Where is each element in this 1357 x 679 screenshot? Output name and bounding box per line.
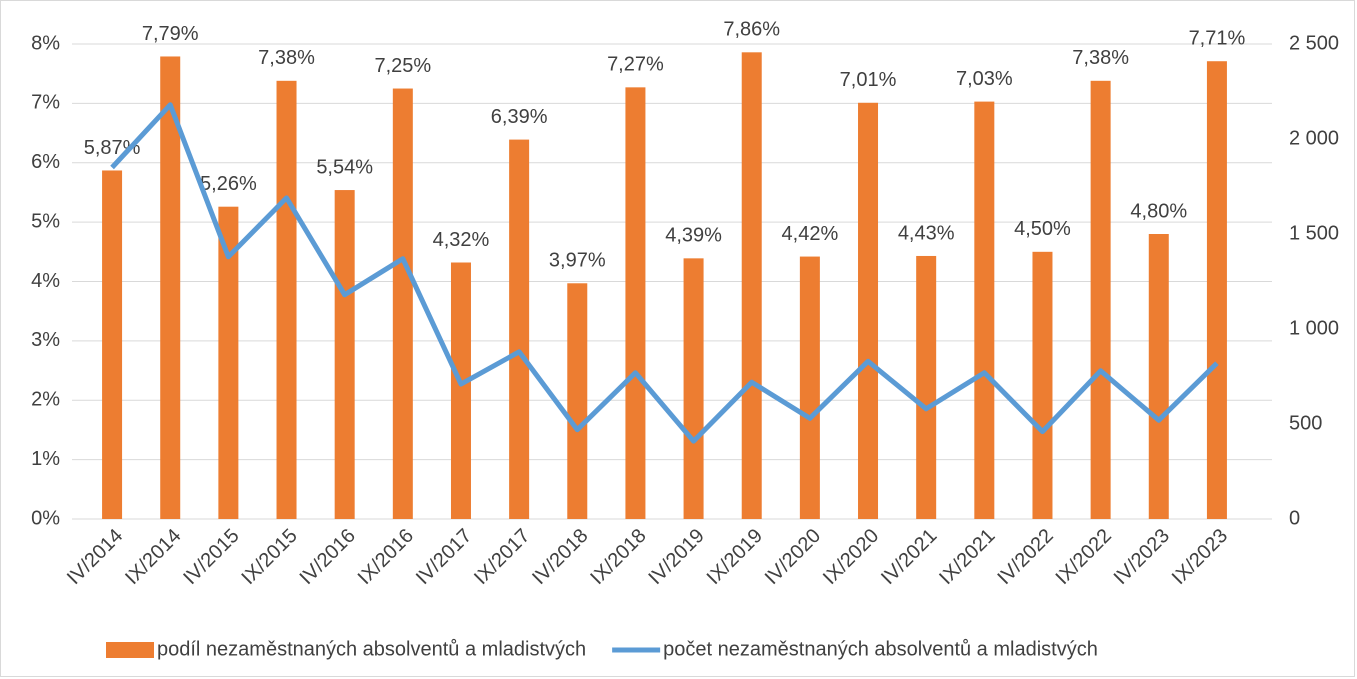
line bbox=[110, 102, 1219, 444]
bar bbox=[450, 262, 471, 519]
data-label: 7,38% bbox=[1072, 47, 1129, 69]
bar bbox=[567, 283, 588, 519]
bar bbox=[1032, 251, 1053, 519]
data-label: 7,71% bbox=[1189, 28, 1246, 50]
y-tick-label: 1% bbox=[31, 448, 60, 470]
data-label: 4,50% bbox=[1014, 218, 1071, 240]
bar bbox=[102, 170, 123, 519]
data-label: 6,39% bbox=[491, 106, 548, 128]
legend-swatch bbox=[106, 642, 154, 658]
y2-tick-label: 2 500 bbox=[1289, 32, 1339, 54]
y-tick-label: 7% bbox=[31, 92, 60, 114]
legend-label: počet nezaměstnaných absolventů a mladis… bbox=[663, 638, 1098, 660]
data-label: 4,42% bbox=[782, 223, 839, 245]
bar bbox=[1090, 80, 1111, 519]
y-tick-label: 0% bbox=[31, 507, 60, 529]
bar bbox=[683, 258, 704, 519]
y2-tick-label: 1 500 bbox=[1289, 222, 1339, 244]
y-tick-label: 2% bbox=[31, 389, 60, 411]
data-label: 7,03% bbox=[956, 68, 1013, 90]
bar bbox=[160, 56, 181, 519]
bar bbox=[276, 80, 297, 519]
y-tick-label: 6% bbox=[31, 151, 60, 173]
data-label: 7,27% bbox=[607, 54, 664, 76]
data-label: 5,54% bbox=[316, 156, 373, 178]
bar bbox=[1206, 61, 1227, 519]
legend-label: podíl nezaměstnaných absolventů a mladis… bbox=[157, 638, 586, 660]
y2-tick-label: 500 bbox=[1289, 412, 1322, 434]
data-label: 4,32% bbox=[433, 229, 490, 251]
y2-tick-label: 1 000 bbox=[1289, 317, 1339, 339]
bar bbox=[974, 101, 995, 519]
bar bbox=[334, 190, 355, 519]
bar bbox=[916, 255, 937, 519]
bar bbox=[858, 102, 879, 519]
y2-tick-label: 2 000 bbox=[1289, 127, 1339, 149]
bar bbox=[625, 87, 646, 519]
data-label: 4,39% bbox=[665, 225, 722, 247]
bar bbox=[218, 206, 239, 519]
bar bbox=[799, 256, 820, 519]
data-label: 3,97% bbox=[549, 250, 606, 272]
data-label: 7,25% bbox=[374, 55, 431, 77]
bar bbox=[1148, 234, 1169, 519]
data-label: 5,26% bbox=[200, 173, 257, 195]
data-label: 4,80% bbox=[1130, 200, 1187, 222]
data-label: 7,79% bbox=[142, 23, 199, 45]
y-tick-label: 3% bbox=[31, 329, 60, 351]
bar bbox=[509, 139, 530, 519]
bar bbox=[392, 88, 413, 519]
data-label: 7,01% bbox=[840, 69, 897, 91]
y-tick-label: 4% bbox=[31, 270, 60, 292]
bar bbox=[741, 52, 762, 519]
y-tick-label: 5% bbox=[31, 210, 60, 232]
data-label: 7,38% bbox=[258, 47, 315, 69]
data-label: 4,43% bbox=[898, 222, 955, 244]
data-label: 7,86% bbox=[723, 19, 780, 41]
y2-tick-label: 0 bbox=[1289, 507, 1300, 529]
y-tick-label: 8% bbox=[31, 32, 60, 54]
